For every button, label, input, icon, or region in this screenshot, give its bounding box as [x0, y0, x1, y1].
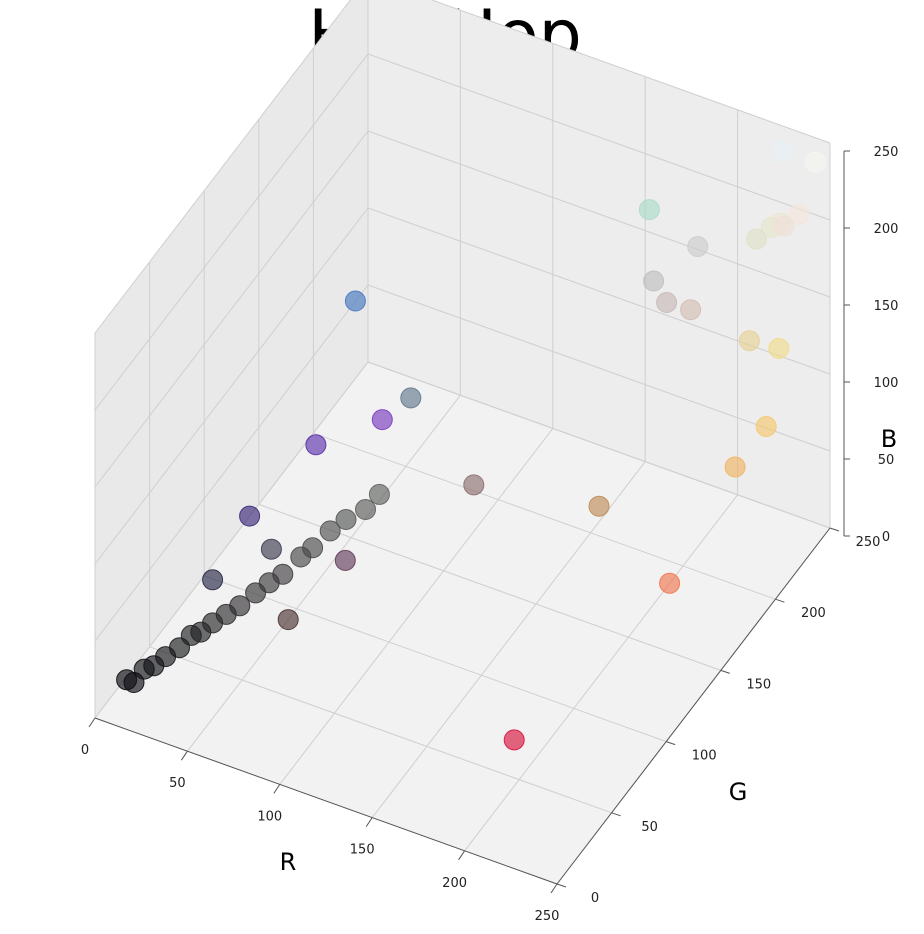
data-point — [290, 546, 312, 568]
g-tick-mark — [775, 598, 785, 603]
data-point — [344, 290, 366, 312]
b-tick-label: 50 — [878, 453, 895, 468]
data-point — [368, 483, 390, 505]
data-point — [463, 474, 485, 496]
grid-line-b — [94, 130, 831, 488]
r-axis-line — [94, 717, 558, 885]
g-tick-label: 250 — [856, 535, 881, 550]
data-point — [687, 236, 709, 257]
axis-lines — [94, 151, 845, 885]
data-point — [245, 582, 267, 604]
data-point — [400, 387, 422, 409]
r-tick-mark — [365, 817, 373, 827]
data-points — [116, 141, 826, 751]
data-point — [656, 292, 678, 313]
data-point — [724, 456, 746, 478]
g-tick-label: 150 — [746, 677, 771, 692]
data-point — [371, 409, 393, 431]
data-point — [643, 270, 665, 292]
axis-panes — [95, 0, 830, 884]
data-point — [202, 569, 224, 591]
left-wall-pane — [95, 0, 368, 718]
data-point — [659, 572, 681, 594]
data-point — [638, 199, 660, 221]
data-point — [239, 505, 261, 527]
g-tick-mark — [829, 527, 840, 532]
data-point — [319, 520, 341, 542]
floor-pane — [95, 362, 830, 884]
grid-line-b — [94, 0, 831, 334]
b-tick-label: 150 — [874, 299, 899, 314]
r-tick-label: 150 — [350, 843, 375, 858]
data-point — [277, 609, 299, 631]
grid-line-b — [94, 207, 831, 565]
data-point — [680, 299, 702, 321]
g-tick-label: 0 — [591, 891, 599, 906]
data-point — [738, 330, 760, 352]
b-tick-label: 100 — [874, 376, 899, 391]
r-tick-label: 0 — [81, 743, 89, 758]
data-point — [335, 509, 357, 530]
r-tick-mark — [458, 850, 466, 861]
grid-line-b — [94, 284, 831, 642]
y-axis-label: G — [729, 778, 748, 806]
r-tick-mark — [273, 784, 281, 794]
b-tick-label: 200 — [874, 222, 899, 237]
data-point — [804, 151, 826, 173]
r-tick-label: 250 — [535, 909, 560, 924]
g-tick-mark — [666, 741, 676, 746]
data-point — [788, 203, 810, 225]
data-point — [768, 338, 790, 359]
r-tick-mark — [550, 883, 558, 894]
r-tick-mark — [88, 717, 96, 728]
data-point — [773, 215, 795, 237]
data-point — [771, 141, 793, 163]
data-point — [123, 672, 145, 693]
g-tick-label: 100 — [692, 749, 717, 764]
b-tick-label: 250 — [874, 145, 899, 160]
data-point — [746, 228, 767, 250]
r-tick-label: 200 — [442, 876, 467, 891]
r-tick-mark — [180, 750, 188, 761]
g-tick-mark — [720, 669, 730, 674]
data-point — [334, 549, 356, 571]
r-tick-label: 100 — [257, 809, 282, 824]
g-tick-mark — [611, 812, 621, 817]
data-point — [503, 729, 525, 751]
grid-line-b — [94, 53, 831, 411]
r-tick-label: 50 — [169, 776, 186, 791]
b-tick-label: 0 — [882, 530, 890, 545]
data-point — [355, 499, 376, 520]
g-axis-line — [556, 527, 831, 885]
data-point — [305, 434, 327, 456]
data-point — [260, 538, 282, 560]
grid-line-b — [94, 361, 831, 719]
g-tick-mark — [556, 883, 567, 888]
back-wall-pane — [368, 0, 830, 528]
data-point — [755, 416, 777, 437]
g-tick-label: 200 — [801, 606, 826, 621]
g-tick-label: 50 — [641, 820, 658, 835]
data-point — [588, 495, 610, 517]
x-axis-label: R — [280, 848, 297, 876]
z-axis-label: B — [881, 425, 897, 453]
